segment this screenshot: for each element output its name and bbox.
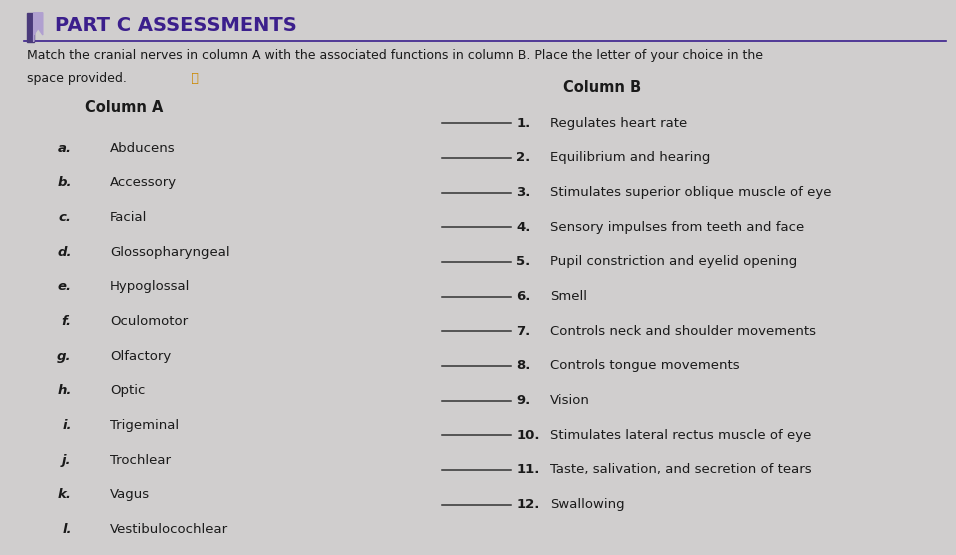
Text: Swallowing: Swallowing	[550, 498, 624, 511]
Text: h.: h.	[57, 384, 72, 397]
Text: Sensory impulses from teeth and face: Sensory impulses from teeth and face	[550, 220, 804, 234]
Text: Column A: Column A	[85, 100, 163, 115]
Text: d.: d.	[57, 245, 72, 259]
Text: Optic: Optic	[110, 384, 145, 397]
Text: Controls neck and shoulder movements: Controls neck and shoulder movements	[550, 325, 815, 337]
Text: Olfactory: Olfactory	[110, 350, 171, 362]
Text: Abducens: Abducens	[110, 142, 176, 154]
Text: Facial: Facial	[110, 211, 147, 224]
Text: e.: e.	[57, 280, 72, 293]
Text: 5.: 5.	[516, 255, 531, 268]
Text: Ⓐ: Ⓐ	[187, 72, 199, 85]
Text: Regulates heart rate: Regulates heart rate	[550, 117, 687, 129]
Text: Controls tongue movements: Controls tongue movements	[550, 360, 739, 372]
Text: Vestibulocochlear: Vestibulocochlear	[110, 523, 228, 536]
Text: Trochlear: Trochlear	[110, 454, 171, 467]
Text: PART C ASSESSMENTS: PART C ASSESSMENTS	[55, 16, 297, 34]
Text: Taste, salivation, and secretion of tears: Taste, salivation, and secretion of tear…	[550, 463, 812, 476]
Text: b.: b.	[57, 176, 72, 189]
Text: 3.: 3.	[516, 186, 531, 199]
Text: f.: f.	[62, 315, 72, 328]
Text: Column B: Column B	[563, 80, 641, 95]
Text: Stimulates lateral rectus muscle of eye: Stimulates lateral rectus muscle of eye	[550, 428, 811, 442]
Text: 6.: 6.	[516, 290, 531, 303]
Text: Vagus: Vagus	[110, 488, 150, 501]
Text: k.: k.	[57, 488, 72, 501]
Text: Stimulates superior oblique muscle of eye: Stimulates superior oblique muscle of ey…	[550, 186, 831, 199]
Text: 10.: 10.	[516, 428, 540, 442]
Text: i.: i.	[62, 419, 72, 432]
Text: Trigeminal: Trigeminal	[110, 419, 179, 432]
Text: c.: c.	[59, 211, 72, 224]
Text: 7.: 7.	[516, 325, 531, 337]
Text: Pupil constriction and eyelid opening: Pupil constriction and eyelid opening	[550, 255, 797, 268]
Text: j.: j.	[62, 454, 72, 467]
Text: Oculomotor: Oculomotor	[110, 315, 188, 328]
Text: Match the cranial nerves in column A with the associated functions in column B. : Match the cranial nerves in column A wit…	[27, 49, 763, 62]
Text: 11.: 11.	[516, 463, 539, 476]
Text: Glossopharyngeal: Glossopharyngeal	[110, 245, 229, 259]
Text: 1.: 1.	[516, 117, 531, 129]
Text: 12.: 12.	[516, 498, 539, 511]
Text: l.: l.	[62, 523, 72, 536]
Text: Hypoglossal: Hypoglossal	[110, 280, 190, 293]
Text: Smell: Smell	[550, 290, 587, 303]
Text: Accessory: Accessory	[110, 176, 177, 189]
Text: 9.: 9.	[516, 394, 531, 407]
Text: 4.: 4.	[516, 220, 531, 234]
Text: g.: g.	[57, 350, 72, 362]
Text: Vision: Vision	[550, 394, 590, 407]
Text: a.: a.	[57, 142, 72, 154]
Text: 2.: 2.	[516, 151, 531, 164]
Text: 8.: 8.	[516, 360, 531, 372]
Polygon shape	[33, 13, 43, 42]
Bar	[27, 13, 33, 42]
Text: space provided.: space provided.	[27, 72, 126, 85]
Text: Equilibrium and hearing: Equilibrium and hearing	[550, 151, 710, 164]
